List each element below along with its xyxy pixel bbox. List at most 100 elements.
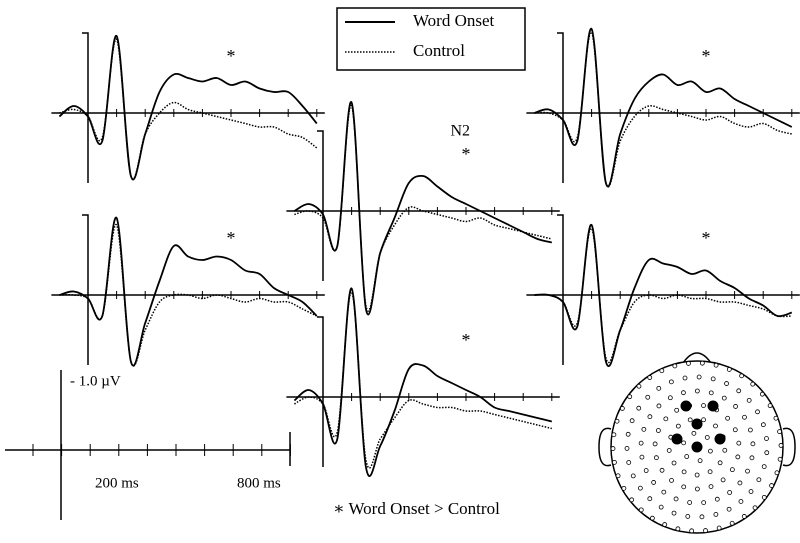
electrode <box>701 500 707 506</box>
electrode <box>684 454 690 459</box>
electrode <box>752 505 758 511</box>
electrode <box>636 405 642 411</box>
significance-asterisk: * <box>702 228 711 248</box>
electrode <box>727 490 733 495</box>
electrode <box>687 417 693 423</box>
electrode <box>674 407 680 413</box>
electrode <box>726 367 732 372</box>
electrode <box>721 395 727 401</box>
electrode <box>629 418 635 424</box>
electrode <box>767 403 773 409</box>
electrode <box>672 363 678 369</box>
electrode <box>755 409 760 415</box>
electrode <box>761 464 767 470</box>
ear <box>782 427 796 467</box>
electrode <box>653 455 659 461</box>
electrode <box>714 496 720 502</box>
electrode <box>741 514 747 519</box>
selected-electrode <box>714 433 726 445</box>
electrode <box>611 432 617 438</box>
waveform-word-onset <box>293 287 553 477</box>
electrode <box>756 477 762 483</box>
electrode <box>656 403 662 409</box>
electrode <box>761 494 767 500</box>
electrode <box>747 427 753 433</box>
electrode <box>685 513 691 519</box>
electrode <box>720 477 726 483</box>
electrode <box>710 376 716 382</box>
electrode <box>675 423 681 429</box>
electrode <box>750 441 756 447</box>
electrode <box>722 447 728 453</box>
electrode <box>735 454 741 460</box>
electrode <box>663 416 669 422</box>
amplitude-bracket <box>557 32 564 183</box>
electrode <box>636 383 642 389</box>
selected-electrode <box>680 400 692 412</box>
electrode <box>708 484 714 489</box>
electrode <box>645 394 651 400</box>
waveform-word-onset <box>534 224 793 367</box>
electrode <box>733 404 738 409</box>
electrode <box>638 507 644 513</box>
electrode <box>659 467 665 473</box>
electrode <box>759 391 765 397</box>
electrode <box>749 455 755 461</box>
electrode <box>667 395 673 401</box>
electrode <box>777 456 783 462</box>
electrode <box>655 428 661 433</box>
electrode <box>647 375 653 380</box>
electrode <box>701 417 706 423</box>
electrode <box>713 362 719 368</box>
electrode <box>639 454 645 460</box>
electrode <box>630 473 636 479</box>
amplitude-bracket <box>317 316 324 467</box>
electrode <box>619 406 625 411</box>
electrode <box>738 499 744 504</box>
electrode <box>699 360 705 366</box>
amplitude-bracket <box>317 130 324 281</box>
amplitude-bracket <box>82 32 89 183</box>
electrode <box>652 441 658 447</box>
electrode <box>739 373 745 379</box>
electrode <box>691 430 697 436</box>
electrode <box>696 374 702 380</box>
electrode <box>736 388 742 394</box>
electrode <box>769 483 775 488</box>
scale-time-label: 800 ms <box>237 475 281 491</box>
waveform-word-onset <box>534 28 793 188</box>
significance-asterisk: * <box>227 46 236 66</box>
waveform-control <box>294 105 552 312</box>
significance-asterisk: * <box>702 46 711 66</box>
electrode <box>697 458 703 464</box>
electrode <box>742 414 747 420</box>
electrode <box>649 515 655 521</box>
selected-electrode <box>691 441 703 453</box>
electrode <box>621 485 627 491</box>
electrode <box>746 397 752 403</box>
electrode <box>626 460 632 465</box>
electrode <box>713 511 719 517</box>
waveform-control <box>534 31 792 188</box>
electrode <box>760 422 766 428</box>
electrode <box>764 436 769 441</box>
electrode <box>707 469 713 475</box>
electrode <box>675 526 681 532</box>
electrode <box>694 472 700 478</box>
selected-electrode <box>691 418 703 430</box>
electrode <box>673 496 679 502</box>
electrode <box>737 480 743 486</box>
electrode <box>745 468 750 474</box>
waveform-control <box>534 227 792 363</box>
significance-asterisk: * <box>227 228 236 248</box>
footnote: ∗ Word Onset > Control <box>333 499 500 518</box>
electrode <box>764 450 770 456</box>
electrode <box>686 361 691 366</box>
electrode <box>681 440 687 446</box>
electrode <box>629 497 635 503</box>
electrode <box>681 390 686 396</box>
electrode <box>671 460 677 466</box>
electrode <box>659 368 665 374</box>
electrode <box>729 520 735 526</box>
